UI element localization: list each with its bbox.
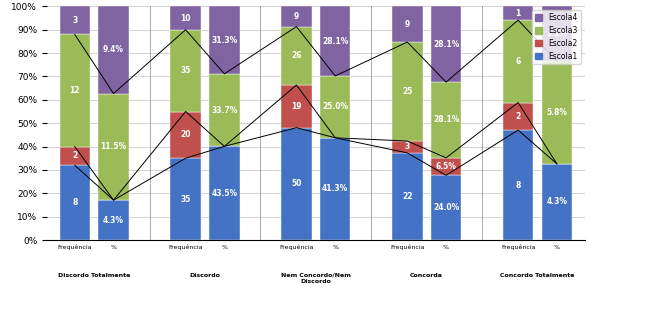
Text: 3.1%: 3.1% bbox=[546, 29, 567, 38]
Text: 25.0%: 25.0% bbox=[322, 102, 348, 111]
Text: Concordo Totalmente: Concordo Totalmente bbox=[500, 273, 575, 278]
Text: 22: 22 bbox=[402, 192, 413, 201]
Bar bbox=[60, 6, 90, 35]
Text: 9: 9 bbox=[405, 20, 410, 29]
Bar bbox=[171, 6, 201, 30]
Bar bbox=[60, 147, 90, 165]
Legend: Escola4, Escola3, Escola2, Escola1: Escola4, Escola3, Escola2, Escola1 bbox=[532, 10, 581, 64]
Text: 41.3%: 41.3% bbox=[322, 184, 348, 193]
Text: 8: 8 bbox=[72, 198, 77, 207]
Text: 4.3%: 4.3% bbox=[103, 216, 124, 225]
Text: 35: 35 bbox=[180, 195, 191, 204]
Text: 28.1%: 28.1% bbox=[433, 116, 459, 124]
Text: 6.5%: 6.5% bbox=[435, 162, 456, 171]
Text: 2: 2 bbox=[515, 112, 521, 121]
Text: 43.5%: 43.5% bbox=[211, 189, 237, 198]
Bar bbox=[503, 20, 534, 103]
Text: 31.3%: 31.3% bbox=[211, 36, 237, 44]
Text: Discordo Totalmente: Discordo Totalmente bbox=[58, 273, 130, 278]
Text: 2: 2 bbox=[72, 151, 77, 160]
Bar bbox=[542, 6, 572, 61]
Bar bbox=[98, 93, 129, 200]
Bar bbox=[320, 138, 351, 240]
Text: 8: 8 bbox=[515, 180, 521, 189]
Bar bbox=[431, 82, 461, 158]
Bar bbox=[503, 130, 534, 240]
Text: 10: 10 bbox=[180, 13, 191, 23]
Text: 25: 25 bbox=[402, 87, 413, 96]
Text: 5.8%: 5.8% bbox=[546, 108, 567, 117]
Bar bbox=[281, 6, 312, 27]
Bar bbox=[431, 158, 461, 175]
Text: 28.1%: 28.1% bbox=[433, 40, 459, 49]
Text: 9.4%: 9.4% bbox=[103, 45, 124, 54]
Text: 11.5%: 11.5% bbox=[101, 142, 126, 151]
Bar bbox=[431, 6, 461, 82]
Bar bbox=[503, 103, 534, 130]
Bar bbox=[98, 200, 129, 240]
Bar bbox=[392, 42, 423, 141]
Bar bbox=[98, 6, 129, 93]
Bar bbox=[431, 175, 461, 240]
Bar bbox=[171, 158, 201, 240]
Bar bbox=[392, 153, 423, 240]
Bar bbox=[209, 146, 240, 240]
Text: Nem Concordo/Nem
Discordo: Nem Concordo/Nem Discordo bbox=[281, 273, 351, 284]
Text: 1: 1 bbox=[515, 9, 521, 18]
Text: 9: 9 bbox=[294, 12, 299, 21]
Bar bbox=[60, 165, 90, 240]
Bar bbox=[171, 30, 201, 111]
Bar bbox=[281, 128, 312, 240]
Bar bbox=[320, 6, 351, 76]
Bar bbox=[542, 164, 572, 240]
Text: Concorda: Concorda bbox=[410, 273, 443, 278]
Text: 4.3%: 4.3% bbox=[546, 197, 567, 206]
Bar bbox=[171, 111, 201, 158]
Text: 19: 19 bbox=[291, 102, 302, 111]
Text: 35: 35 bbox=[180, 66, 191, 75]
Text: 28.1%: 28.1% bbox=[322, 37, 348, 46]
Bar bbox=[281, 85, 312, 128]
Bar bbox=[392, 141, 423, 153]
Bar bbox=[542, 61, 572, 164]
Text: 50: 50 bbox=[291, 179, 302, 188]
Bar bbox=[209, 6, 240, 74]
Bar bbox=[281, 27, 312, 85]
Bar bbox=[209, 74, 240, 146]
Bar bbox=[392, 6, 423, 42]
Text: 26: 26 bbox=[291, 51, 302, 60]
Text: Discordo: Discordo bbox=[190, 273, 220, 278]
Text: 3: 3 bbox=[405, 142, 410, 151]
Text: 33.7%: 33.7% bbox=[211, 106, 238, 115]
Bar bbox=[320, 76, 351, 138]
Text: 24.0%: 24.0% bbox=[433, 203, 459, 212]
Bar bbox=[60, 35, 90, 147]
Text: 6: 6 bbox=[515, 57, 521, 66]
Text: 20: 20 bbox=[180, 130, 191, 140]
Text: 3: 3 bbox=[72, 16, 77, 25]
Text: 12: 12 bbox=[69, 86, 80, 95]
Bar bbox=[503, 6, 534, 20]
